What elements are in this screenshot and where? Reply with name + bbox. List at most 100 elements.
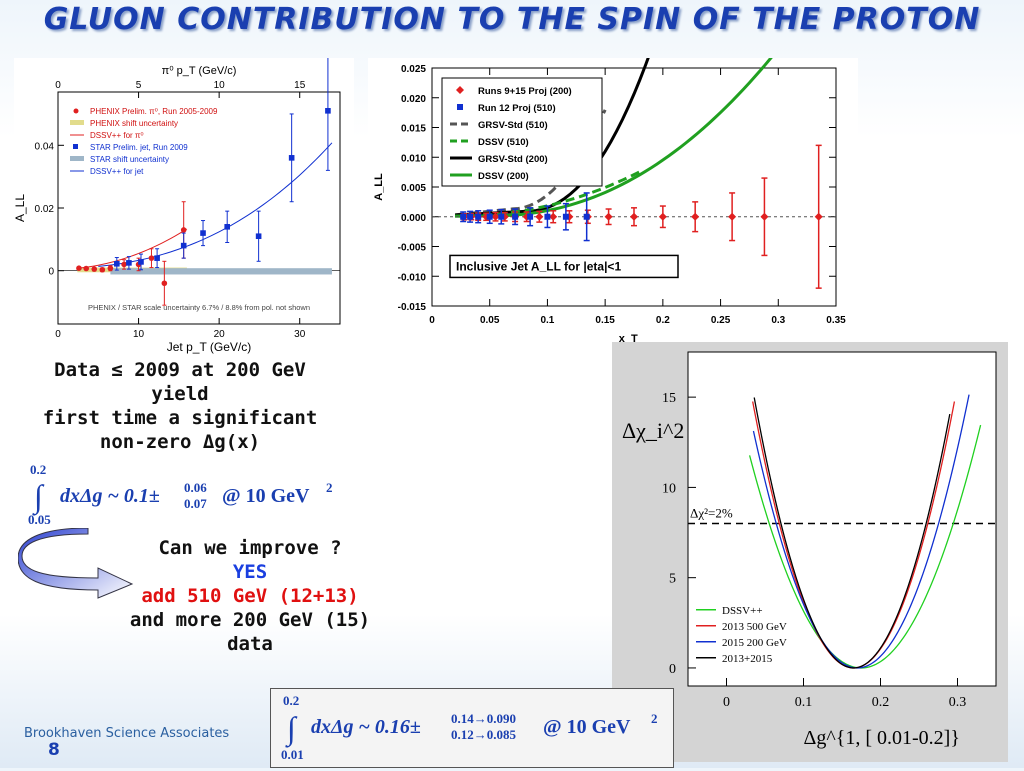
chart3-y-tick-label: 15 [662, 391, 676, 406]
eq1-upper-limit: 0.2 [30, 462, 46, 477]
chart2-blue-square-point [512, 213, 519, 220]
integral-equation-2-box: 0.2 ∫ 0.01 dxΔg ~ 0.16± 0.14→0.090 0.12→… [270, 688, 674, 768]
chart3-legend-label: 2013+2015 [722, 653, 773, 665]
chart1-phenix-point [121, 261, 127, 268]
chart1-x-tick-label: 10 [133, 329, 145, 340]
chart2-legend-label: Runs 9+15 Proj (200) [478, 86, 572, 97]
chart2-legend-label: GRSV-Std (200) [478, 154, 548, 165]
chart3-x-tick-label: 0.3 [949, 695, 967, 710]
eq2-upper-limit: 0.2 [283, 693, 299, 708]
chart3-plot-group: 0 0.1 0.2 0.3 0 5 10 15 Δg^{1, [ 0.01-0.2]} Δχ_i^… [622, 351, 997, 749]
chart1-phenix-point [76, 265, 82, 271]
chart3-legend-label: 2013 500 GeV [722, 621, 787, 633]
chart1-x-tick-label: 20 [214, 329, 226, 340]
eq2-lower-limit: 0.01 [281, 747, 304, 762]
chart2-y-tick-label: 0.020 [401, 94, 426, 105]
chart2-x-tick-label: 0 [429, 315, 435, 326]
eq2-plus-error: 0.14→0.090 [451, 711, 516, 726]
chart2-x-tick-label: 0.35 [826, 315, 846, 326]
chart1-star-point [126, 260, 132, 266]
chart1-dssv-pi0-curve [78, 228, 188, 269]
summary-line-2: yield [151, 383, 209, 405]
chart1-star-point [325, 108, 331, 114]
chart2-x-tick-label: 0.1 [540, 315, 554, 326]
summary-line-1: Data ≤ 2009 at 200 GeV [54, 359, 306, 381]
chart1-legend-marker [70, 156, 84, 161]
delta-chi2-chart: 0 0.1 0.2 0.3 0 5 10 15 Δg^{1, [ 0.01-0.2]} Δχ_i^… [612, 342, 1008, 762]
curved-arrow-icon [18, 528, 134, 599]
chart3-x-axis-label: Δg^{1, [ 0.01-0.2]} [804, 727, 960, 749]
chart2-blue-square-point [583, 213, 590, 220]
chart1-star-point [138, 259, 144, 265]
chart1-star-point [200, 230, 206, 236]
chart1-legend-label: STAR Prelim. jet, Run 2009 [90, 143, 188, 152]
chart2-red-diamond-point [630, 212, 638, 221]
chart2-plot-group: 0 0.05 0.1 0.15 0.2 0.25 0.3 0.35 -0.015 -0.010 -0… [373, 58, 846, 343]
chart2-blue-square-point [562, 213, 569, 220]
chart2-blue-square-point [460, 213, 467, 220]
integral-equation-1: 0.2 ∫ 0.05 dxΔg ~ 0.1± 0.06 0.07 @ 10 Ge… [28, 462, 333, 527]
chart2-blue-square-point [527, 213, 534, 220]
chart2-blue-square-point [544, 213, 551, 220]
chart1-scale-note: PHENIX / STAR scale uncertainty 6.7% / 8… [88, 303, 310, 312]
chart2-red-diamond-point [658, 212, 667, 221]
chart1-star-point [288, 155, 295, 161]
chart2-y-tick-label: 0.010 [401, 153, 426, 164]
improve-text: Can we improve ? YES add 510 GeV (12+13)… [100, 536, 400, 656]
eq1-plus-error: 0.06 [184, 480, 207, 495]
chart2-legend-label: DSSV (200) [478, 171, 529, 182]
chart2-legend-label: DSSV (510) [478, 137, 529, 148]
improve-yes: YES [232, 561, 268, 583]
chart1-y-axis-label: A_LL [14, 194, 27, 222]
eq2-scale-power: 2 [651, 711, 658, 726]
chart3-y-axis-label: Δχ_i^2 [622, 418, 684, 443]
chart2-legend-marker [457, 104, 463, 110]
chart1-top-tick-label: 5 [136, 80, 142, 91]
chart2-y-tick-label: 0.005 [401, 183, 426, 194]
eq1-body: dxΔg ~ 0.1± [60, 485, 160, 507]
chart2-red-diamond-point [535, 212, 544, 221]
chart1-star-shift-band [110, 268, 332, 275]
chart2-annotation: Inclusive Jet A_LL for |eta|<1 [456, 259, 621, 273]
chart2-x-axis-label: x_T [619, 333, 638, 343]
chart2-y-tick-label: 0.025 [401, 64, 426, 75]
chart1-legend-marker [73, 144, 78, 149]
chart2-red-diamond-point [491, 212, 500, 221]
chart2-legend-label: Run 12 Proj (510) [478, 103, 556, 114]
chart2-x-tick-label: 0.15 [595, 315, 615, 326]
chart1-phenix-point [91, 266, 98, 272]
chart1-x-tick-label: 0 [55, 329, 61, 340]
chart1-top-tick-label: 15 [294, 80, 306, 91]
chart3-x-tick-label: 0.1 [795, 695, 813, 710]
chart2-x-tick-label: 0.25 [711, 315, 731, 326]
chart1-star-point [154, 255, 160, 261]
improve-question: Can we improve ? [158, 537, 342, 559]
summary-line-3: first time a significant [42, 407, 318, 429]
phenix-star-all-chart: π⁰ p_T (GeV/c) 0 5 10 15 0 10 20 30 0 0.02 0.04 Jet … [14, 58, 354, 358]
chart2-red-diamond-point [482, 212, 491, 221]
chart3-2013-2015-curve [753, 397, 951, 669]
chart3-x-tick-label: 0 [723, 695, 730, 710]
chart3-y-tick-label: 0 [669, 662, 676, 677]
improve-add-510: add 510 GeV (12+13) [141, 585, 359, 607]
inclusive-jet-projection-chart: 0 0.05 0.1 0.15 0.2 0.25 0.3 0.35 -0.015 -0.010 -0… [368, 58, 858, 343]
chart1-legend-label: PHENIX Prelim. π⁰, Run 2005-2009 [90, 107, 218, 116]
eq2-body: dxΔg ~ 0.16± [311, 716, 421, 738]
chart3-threshold-label: Δχ²=2% [690, 506, 733, 521]
left-summary-text: Data ≤ 2009 at 200 GeV yield first time … [20, 358, 340, 454]
chart1-plot-group: π⁰ p_T (GeV/c) 0 5 10 15 0 10 20 30 0 0.02 0.04 Jet … [14, 58, 341, 354]
chart2-red-diamond-point [604, 212, 613, 221]
chart1-top-axis-label: π⁰ p_T (GeV/c) [162, 65, 237, 77]
chart3-legend-label: 2015 200 GeV [722, 637, 787, 649]
chart2-blue-square-point [467, 213, 474, 220]
chart2-y-tick-label: 0.015 [401, 124, 426, 135]
eq2-scale: @ 10 GeV [543, 716, 631, 738]
eq1-integral-sign: ∫ [32, 478, 45, 516]
summary-line-4: non-zero Δg(x) [99, 431, 261, 453]
chart2-x-tick-label: 0.3 [771, 315, 785, 326]
chart1-legend-marker [73, 108, 79, 114]
chart2-y-tick-label: -0.010 [398, 272, 427, 283]
chart2-x-tick-label: 0.2 [656, 315, 670, 326]
chart1-x-tick-label: 30 [294, 329, 306, 340]
chart1-phenix-point [83, 265, 89, 272]
